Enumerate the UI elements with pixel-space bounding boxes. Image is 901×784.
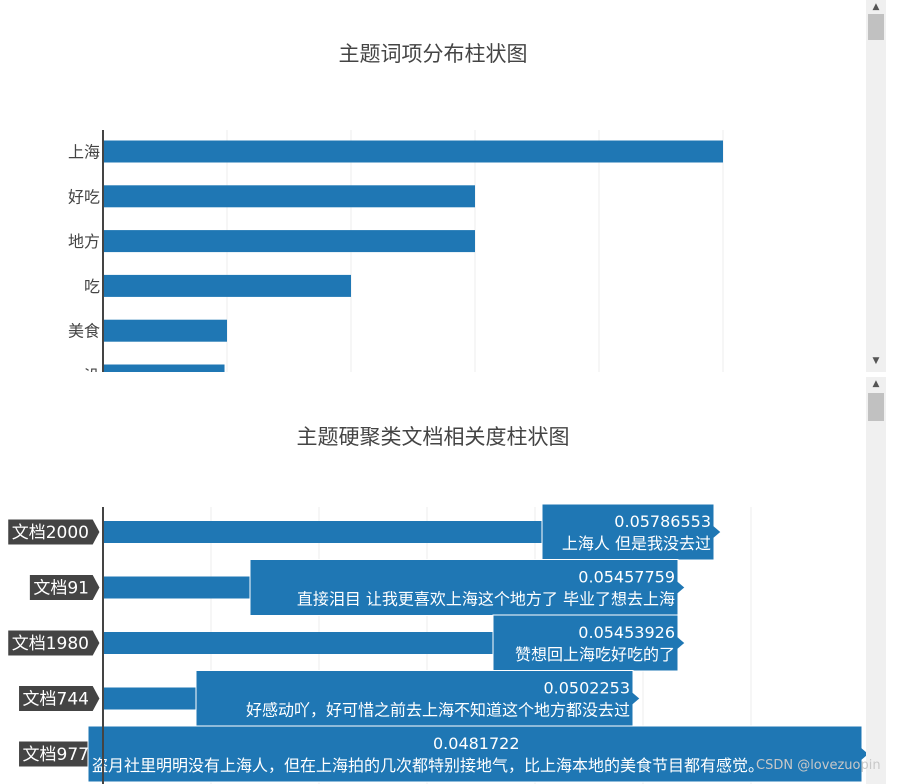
category-label: 好吃	[68, 187, 100, 206]
hover-text: 盗月社里明明没有上海人，但在上海拍的几次都特别接地气，比上海本地的美食节目都有感…	[92, 756, 764, 775]
hover-value: 0.05453926	[578, 623, 675, 642]
watermark: CSDN @lovezuopin	[756, 758, 881, 773]
category-label: 没	[84, 367, 100, 373]
hover-text: 赞想回上海吃好吃的了	[515, 645, 675, 664]
doc-hover-tag	[7, 518, 101, 546]
scroll-up-arrow[interactable]: ▲	[872, 2, 880, 12]
doc-hover-tag	[7, 629, 101, 657]
hover-text: 上海人 但是我没去过	[562, 534, 711, 553]
scroll-thumb[interactable]	[868, 14, 884, 40]
hover-value: 0.0481722	[433, 734, 520, 753]
hover-box	[249, 559, 686, 616]
hover-value: 0.0502253	[543, 679, 630, 698]
hover-text: 直接泪目 让我更喜欢上海这个地方了 毕业了想去上海	[297, 590, 675, 609]
scrollbar-bottom[interactable]: ▲	[866, 377, 886, 784]
bar[interactable]	[103, 632, 493, 654]
chart-panel-term-distribution: 主题词项分布柱状图 上海好吃地方吃美食没	[0, 0, 866, 372]
category-label: 上海	[68, 143, 100, 162]
doc-hover-label: 文档2000	[12, 523, 89, 543]
hover-value: 0.05786553	[614, 512, 711, 531]
bar[interactable]	[103, 364, 225, 373]
chart-title: 主题词项分布柱状图	[338, 42, 528, 66]
scroll-thumb[interactable]	[868, 393, 884, 421]
hover-box	[87, 725, 866, 783]
doc-hover-tag	[18, 685, 101, 712]
scroll-down-arrow[interactable]: ▼	[872, 356, 880, 366]
bar[interactable]	[103, 521, 542, 543]
doc-hover-tag	[28, 574, 101, 601]
hover-text: 好感动吖，好可惜之前去上海不知道这个地方都没去过	[246, 701, 630, 720]
doc-hover-label: 文档744	[23, 690, 89, 710]
bar[interactable]	[103, 230, 475, 253]
category-label: 吃	[84, 277, 100, 296]
scrollbar-top[interactable]: ▲ ▼	[866, 0, 886, 372]
category-label: 地方	[68, 232, 100, 251]
term-bar-chart[interactable]: 上海好吃地方吃美食没	[0, 0, 866, 372]
doc-hover-label: 文档977	[23, 745, 89, 765]
chart-title: 主题硬聚类文档相关度柱状图	[296, 425, 570, 449]
chart-panel-doc-relevance: 主题硬聚类文档相关度柱状图 文档2000 0.05786553 上海人 但是我没去过…	[0, 377, 866, 784]
doc-hover-label: 文档91	[33, 579, 89, 599]
bar[interactable]	[103, 687, 196, 710]
bar[interactable]	[103, 140, 723, 163]
hover-value: 0.05457759	[578, 568, 675, 587]
doc-hover-label: 文档1980	[12, 634, 89, 654]
bar[interactable]	[103, 274, 351, 297]
scroll-up-arrow[interactable]: ▲	[872, 379, 880, 389]
bar[interactable]	[103, 185, 475, 208]
bar[interactable]	[103, 319, 227, 342]
bar[interactable]	[103, 576, 250, 599]
category-label: 美食	[68, 322, 100, 341]
